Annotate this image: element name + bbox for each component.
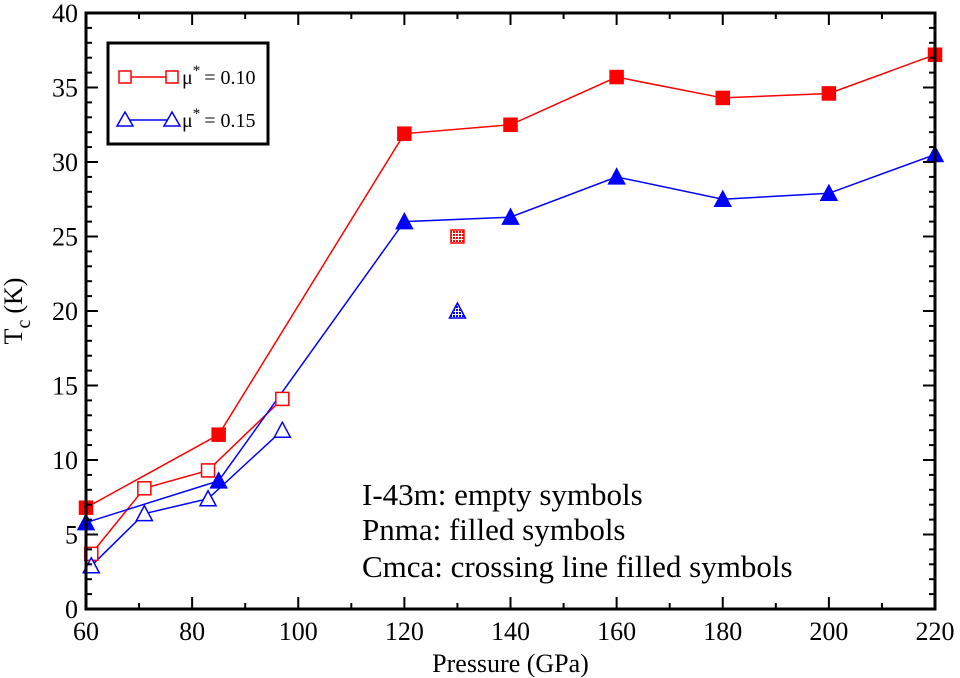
marker-filled <box>821 86 837 101</box>
legend-label-mu-010: μ* = 0.10 <box>182 63 256 89</box>
marker-empty <box>137 481 152 496</box>
legend: μ* = 0.10 μ* = 0.15 <box>106 41 270 146</box>
marker-filled <box>211 427 226 442</box>
marker-empty <box>135 504 154 522</box>
y-tick-label: 0 <box>65 595 78 624</box>
marker-filled <box>503 117 518 132</box>
series-line <box>90 429 283 567</box>
series-lines-layer <box>85 54 936 567</box>
series-line <box>85 153 936 524</box>
x-tick-label: 160 <box>597 617 636 646</box>
y-axis-title-subscript: c <box>13 320 35 329</box>
annotation-crossing-symbols: Cmca: crossing line filled symbols <box>362 549 793 584</box>
marker-hatched <box>448 301 467 319</box>
x-tick-label: 100 <box>279 617 318 646</box>
y-tick-label: 25 <box>52 223 78 252</box>
x-tick-label: 180 <box>703 617 742 646</box>
legend-marker-square-left <box>118 70 132 84</box>
y-tick-label: 35 <box>52 74 78 103</box>
legend-marker-triangle-right <box>162 110 182 127</box>
ticks-layer: 60 80 100 120 140 160 180 200 220 0 5 10 15 20 25 30 35 4… <box>52 0 955 646</box>
y-tick-label: 10 <box>52 446 78 475</box>
marker-filled <box>715 90 730 106</box>
marker-filled <box>397 126 412 141</box>
marker-empty <box>273 420 292 438</box>
marker-filled <box>819 183 839 202</box>
marker-empty <box>275 391 290 407</box>
marker-filled <box>713 189 732 207</box>
x-tick-label: 140 <box>491 617 530 646</box>
marker-empty <box>200 463 216 478</box>
annotation-filled-symbols: Pnma: filled symbols <box>362 512 626 547</box>
legend-label-mu-015: μ* = 0.15 <box>182 106 256 132</box>
legend-marker-triangle-left <box>115 110 135 127</box>
x-tick-label: 200 <box>809 617 848 646</box>
y-tick-label: 40 <box>52 0 78 28</box>
x-tick-label: 120 <box>385 617 424 646</box>
x-axis-title: Pressure (GPa) <box>432 649 589 678</box>
marker-filled <box>209 471 228 489</box>
marker-filled <box>607 167 626 185</box>
y-tick-label: 15 <box>52 372 78 401</box>
y-axis-title: Tc (K) <box>0 278 35 345</box>
y-axis-title-main: T <box>0 328 28 344</box>
x-tick-label: 80 <box>179 617 205 646</box>
series-line <box>90 398 283 555</box>
marker-empty <box>198 489 218 507</box>
markers-layer <box>76 47 945 574</box>
legend-entry-mu-010: μ* = 0.10 <box>118 63 256 89</box>
y-axis-title-unit: (K) <box>0 278 28 314</box>
marker-filled <box>395 212 414 230</box>
annotation-empty-symbols: I-43m: empty symbols <box>362 477 643 512</box>
y-tick-label: 5 <box>65 521 78 550</box>
y-tick-label: 30 <box>52 148 78 177</box>
x-tick-label: 60 <box>73 617 99 646</box>
legend-entry-mu-015: μ* = 0.15 <box>115 106 256 132</box>
marker-filled <box>501 207 520 225</box>
x-tick-label: 220 <box>916 617 955 646</box>
legend-marker-square-right <box>165 70 179 84</box>
marker-hatched <box>450 229 465 244</box>
y-tick-label: 20 <box>52 297 78 326</box>
series-line <box>85 54 936 509</box>
legend-box <box>106 41 270 146</box>
marker-filled <box>609 69 624 85</box>
